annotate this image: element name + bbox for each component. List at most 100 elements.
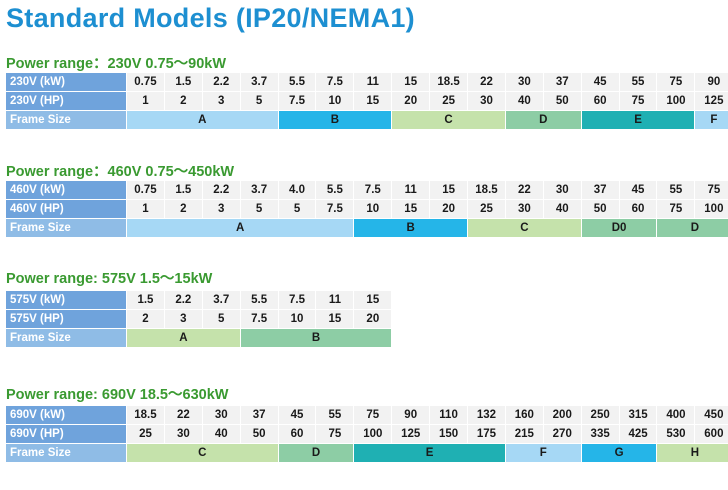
frame-size-cell: A — [127, 219, 355, 238]
rating-cell: 30 — [505, 200, 544, 219]
rating-cell: 18.5 — [430, 73, 469, 92]
rating-cell: 4.0 — [278, 181, 317, 200]
rating-cell: 425 — [619, 425, 658, 444]
rating-cell: 11 — [354, 73, 393, 92]
rating-cell: 10 — [316, 92, 355, 111]
row-label: 460V (HP) — [6, 200, 128, 219]
rating-cell: 55 — [657, 181, 696, 200]
rating-cell: 1.5 — [164, 73, 203, 92]
rating-cell: 15 — [354, 291, 393, 310]
frame-size-cell: F — [695, 111, 728, 130]
rating-cell: 22 — [505, 181, 544, 200]
frame-size-cell: E — [581, 111, 696, 130]
rating-cell: 45 — [581, 73, 620, 92]
frame-size-cell: B — [354, 219, 469, 238]
frame-size-cell: C — [468, 219, 582, 238]
rating-cell: 3 — [202, 92, 241, 111]
rating-cell: 22 — [164, 406, 203, 425]
rating-cell: 75 — [657, 200, 696, 219]
rating-cell: 3 — [164, 310, 203, 329]
spec-table-230v: 230V (kW) 0.75 1.5 2.2 3.7 5.5 7.5 11 15 18.5 22 30… — [6, 73, 728, 130]
rating-cell: 55 — [316, 406, 355, 425]
row-label: 690V (HP) — [6, 425, 128, 444]
rating-cell: 1 — [127, 200, 165, 219]
row-label: Frame Size — [6, 329, 128, 348]
rating-cell: 75 — [316, 425, 355, 444]
rating-cell: 50 — [240, 425, 279, 444]
rating-cell: 100 — [354, 425, 393, 444]
rating-cell: 75 — [354, 406, 393, 425]
rating-cell: 200 — [543, 406, 582, 425]
rating-row: 230V (HP) 1 2 3 5 7.5 10 15 20 25 30 40 50 60 75 100 125 — [6, 92, 728, 111]
rating-cell: 7.5 — [278, 291, 317, 310]
rating-cell: 15 — [430, 181, 469, 200]
rating-cell: 125 — [695, 92, 728, 111]
frame-size-cell: C — [127, 444, 279, 463]
rating-cell: 5 — [240, 92, 279, 111]
rating-cell: 25 — [468, 200, 506, 219]
rating-cell: 75 — [695, 181, 728, 200]
spec-table-690v: 690V (kW) 18.5 22 30 37 45 55 75 90 110 132 160 200 2… — [6, 406, 728, 463]
row-label: 575V (kW) — [6, 291, 128, 310]
rating-cell: 37 — [240, 406, 279, 425]
rating-cell: 3.7 — [240, 181, 279, 200]
rating-cell: 125 — [392, 425, 431, 444]
rating-cell: 5.5 — [278, 73, 317, 92]
rating-cell: 270 — [543, 425, 582, 444]
frame-size-cell: C — [392, 111, 506, 130]
rating-cell: 75 — [619, 92, 658, 111]
rating-cell: 50 — [543, 92, 582, 111]
rating-cell: 10 — [278, 310, 317, 329]
frame-size-cell: B — [240, 329, 393, 348]
rating-cell: 7.5 — [316, 73, 355, 92]
rating-cell: 0.75 — [127, 73, 165, 92]
frame-size-row: Frame Size A B — [6, 329, 393, 348]
rating-cell: 2 — [164, 200, 203, 219]
rating-cell: 25 — [127, 425, 165, 444]
section-title-690v: Power range: 690V 18.5～630kW — [6, 387, 229, 403]
rating-cell: 18.5 — [468, 181, 506, 200]
rating-cell: 3 — [202, 200, 241, 219]
rating-cell: 30 — [505, 73, 544, 92]
row-label: Frame Size — [6, 111, 128, 130]
rating-cell: 50 — [581, 200, 620, 219]
rating-cell: 2.2 — [202, 73, 241, 92]
frame-size-cell: B — [278, 111, 393, 130]
row-label: Frame Size — [6, 219, 128, 238]
row-label: 575V (HP) — [6, 310, 128, 329]
rating-cell: 2 — [164, 92, 203, 111]
rating-cell: 75 — [657, 73, 696, 92]
rating-cell: 3.7 — [202, 291, 241, 310]
rating-cell: 100 — [695, 200, 728, 219]
rating-row: 230V (kW) 0.75 1.5 2.2 3.7 5.5 7.5 11 15 18.5 22 30… — [6, 73, 728, 92]
rating-cell: 20 — [430, 200, 469, 219]
rating-cell: 315 — [619, 406, 658, 425]
row-label: 690V (kW) — [6, 406, 128, 425]
rating-row: 575V (kW) 1.5 2.2 3.7 5.5 7.5 11 15 — [6, 291, 393, 310]
rating-row: 460V (HP) 1 2 3 5 5 7.5 10 15 20 25 30 40 50 60 75 100 — [6, 200, 728, 219]
row-label: 230V (HP) — [6, 92, 128, 111]
frame-size-cell: A — [127, 111, 279, 130]
rating-cell: 25 — [430, 92, 469, 111]
rating-cell: 30 — [543, 181, 582, 200]
frame-size-cell: D — [657, 219, 728, 238]
rating-cell: 132 — [468, 406, 506, 425]
frame-size-row: Frame Size A B C D0 D — [6, 219, 728, 238]
rating-cell: 100 — [657, 92, 696, 111]
rating-cell: 400 — [657, 406, 696, 425]
rating-row: 460V (kW) 0.75 1.5 2.2 3.7 4.0 5.5 7.5 11 15 18.5 2… — [6, 181, 728, 200]
rating-row: 575V (HP) 2 3 5 7.5 10 15 20 — [6, 310, 393, 329]
rating-cell: 600 — [695, 425, 728, 444]
rating-cell: 45 — [278, 406, 317, 425]
rating-cell: 40 — [505, 92, 544, 111]
frame-size-cell: F — [505, 444, 582, 463]
rating-cell: 5.5 — [316, 181, 355, 200]
rating-cell: 40 — [543, 200, 582, 219]
rating-cell: 18.5 — [127, 406, 165, 425]
rating-cell: 1.5 — [164, 181, 203, 200]
frame-size-cell: E — [354, 444, 506, 463]
rating-cell: 55 — [619, 73, 658, 92]
rating-cell: 3.7 — [240, 73, 279, 92]
section-title-230v: Power range：230V 0.75～90kW — [6, 56, 227, 72]
rating-cell: 175 — [468, 425, 506, 444]
